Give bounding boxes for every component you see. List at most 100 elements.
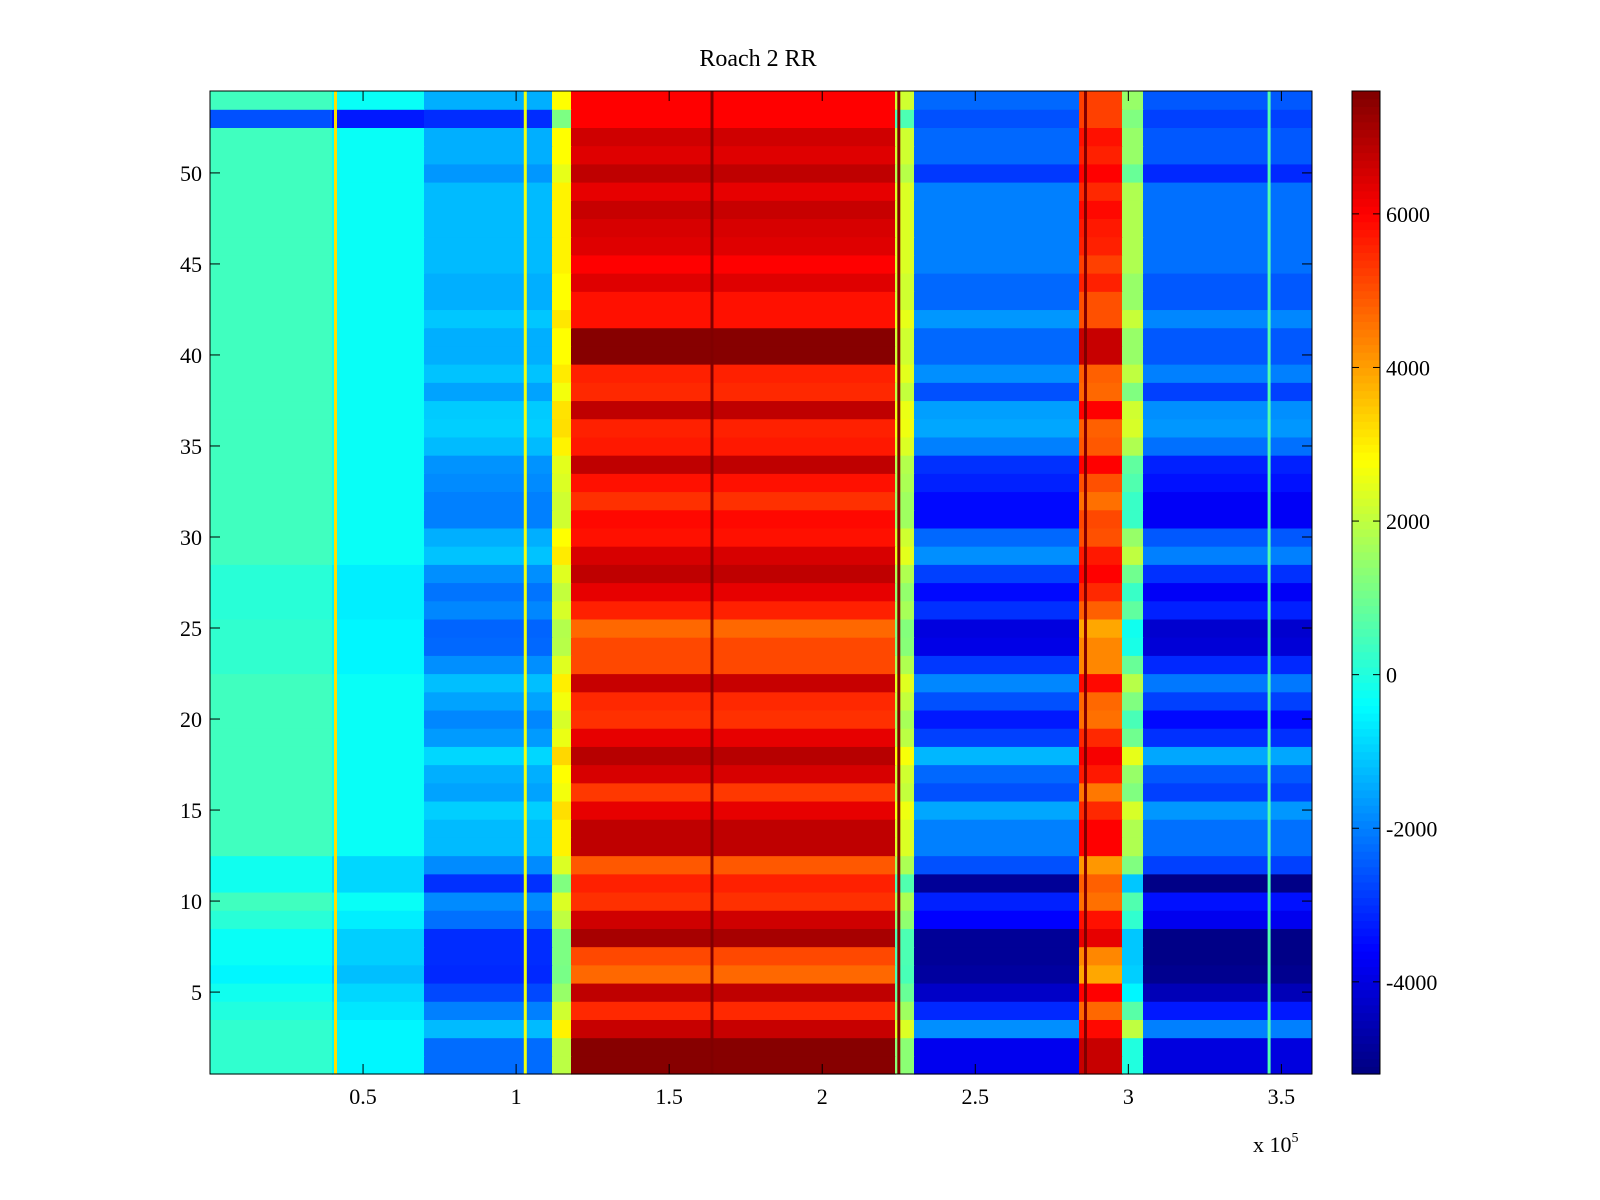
heatmap-cell xyxy=(1079,509,1123,529)
vertical-line-feature xyxy=(334,91,337,1074)
heatmap-cell xyxy=(552,728,572,747)
heatmap-cell xyxy=(424,928,553,948)
heatmap-cell xyxy=(1143,546,1312,565)
heatmap-cell xyxy=(571,509,896,529)
heatmap-cell xyxy=(1122,1055,1144,1075)
heatmap-cell xyxy=(332,163,425,183)
heatmap-cell xyxy=(571,891,896,911)
heatmap-cell xyxy=(1079,382,1123,402)
heatmap-cell xyxy=(571,618,896,638)
colorbar-segment xyxy=(1352,474,1380,484)
colorbar-segment xyxy=(1352,528,1380,538)
heatmap-cell xyxy=(1122,182,1144,201)
heatmap-cell xyxy=(552,819,572,838)
heatmap-cell xyxy=(1122,891,1144,911)
heatmap-cell xyxy=(1122,145,1144,165)
heatmap-cell xyxy=(332,236,425,256)
heatmap-cell xyxy=(1079,473,1123,493)
heatmap-cell xyxy=(552,163,572,183)
heatmap-cell xyxy=(914,819,1080,838)
x-tick-label: 2 xyxy=(817,1084,828,1109)
heatmap-cell xyxy=(1079,946,1123,966)
heatmap-cell xyxy=(1122,618,1144,638)
heatmap-cell xyxy=(210,782,333,802)
colorbar-segment xyxy=(1352,789,1380,799)
heatmap-cell xyxy=(1079,928,1123,948)
heatmap-cell xyxy=(914,473,1080,493)
colorbar-segment xyxy=(1352,183,1380,192)
heatmap-cell xyxy=(1143,1001,1312,1020)
heatmap-cell xyxy=(552,546,572,565)
heatmap-cell xyxy=(571,982,896,1002)
colorbar-segment xyxy=(1352,889,1380,898)
colorbar-segment xyxy=(1352,1027,1380,1037)
heatmap-cell xyxy=(332,1001,425,1020)
colorbar-segment xyxy=(1352,981,1380,991)
heatmap-cell xyxy=(552,436,572,456)
heatmap-cell xyxy=(1122,418,1144,438)
heatmap-cell xyxy=(424,254,553,274)
heatmap-cell xyxy=(210,382,333,402)
heatmap-cell xyxy=(552,891,572,911)
heatmap-cell xyxy=(1122,382,1144,402)
heatmap-cell xyxy=(1122,764,1144,784)
x-tick-label: 3.5 xyxy=(1268,1084,1296,1109)
heatmap-cell xyxy=(424,91,553,110)
colorbar-segment xyxy=(1352,858,1380,868)
colorbar-segment xyxy=(1352,713,1380,722)
heatmap-cell xyxy=(571,163,896,183)
heatmap-cell xyxy=(1143,728,1312,747)
heatmap-cell xyxy=(571,819,896,838)
heatmap-cell xyxy=(210,855,333,875)
heatmap-cell xyxy=(332,928,425,948)
heatmap-cell xyxy=(1143,655,1312,675)
heatmap-cell xyxy=(1122,218,1144,238)
heatmap-cell xyxy=(571,1019,896,1039)
heatmap-cell xyxy=(424,309,553,329)
heatmap-cell xyxy=(552,473,572,493)
heatmap-cell xyxy=(424,509,553,529)
heatmap-cell xyxy=(332,1055,425,1075)
heatmap-cell xyxy=(1122,819,1144,838)
colorbar-segment xyxy=(1352,544,1380,553)
heatmap-cell xyxy=(1079,455,1123,474)
heatmap-cell xyxy=(332,819,425,838)
colorbar-segment xyxy=(1352,582,1380,591)
colorbar-segment xyxy=(1352,1035,1380,1044)
colorbar-segment xyxy=(1352,367,1380,376)
y-tick-label: 35 xyxy=(180,434,202,459)
heatmap-cell xyxy=(552,764,572,784)
heatmap-cell xyxy=(210,1037,333,1057)
heatmap-cell xyxy=(210,746,333,766)
heatmap-cell xyxy=(1122,873,1144,893)
heatmap-cell xyxy=(210,728,333,747)
colorbar-segment xyxy=(1352,605,1380,614)
colorbar-segment xyxy=(1352,213,1380,223)
heatmap-cell xyxy=(210,254,333,274)
heatmap-cell xyxy=(210,1001,333,1020)
colorbar-segment xyxy=(1352,643,1380,653)
colorbar-segment xyxy=(1352,1043,1380,1052)
heatmap-cell xyxy=(914,873,1080,893)
heatmap-cell xyxy=(332,382,425,402)
heatmap-cell xyxy=(914,764,1080,784)
colorbar-segment xyxy=(1352,252,1380,261)
heatmap-cell xyxy=(1122,327,1144,347)
x-tick-label: 1.5 xyxy=(655,1084,683,1109)
heatmap-cell xyxy=(1122,655,1144,675)
heatmap-cell xyxy=(1143,218,1312,238)
heatmap-cell xyxy=(552,964,572,984)
colorbar-segment xyxy=(1352,436,1380,445)
heatmap-cell xyxy=(210,364,333,383)
colorbar-segment xyxy=(1352,720,1380,730)
heatmap-cell xyxy=(571,910,896,929)
heatmap-cell xyxy=(571,673,896,693)
heatmap-cell xyxy=(571,855,896,875)
heatmap-cell xyxy=(1122,509,1144,529)
heatmap-cell xyxy=(552,600,572,620)
heatmap-cell xyxy=(571,746,896,766)
heatmap-cell xyxy=(1122,254,1144,274)
heatmap-cell xyxy=(914,837,1080,857)
colorbar-segment xyxy=(1352,152,1380,161)
colorbar-segment xyxy=(1352,690,1380,699)
